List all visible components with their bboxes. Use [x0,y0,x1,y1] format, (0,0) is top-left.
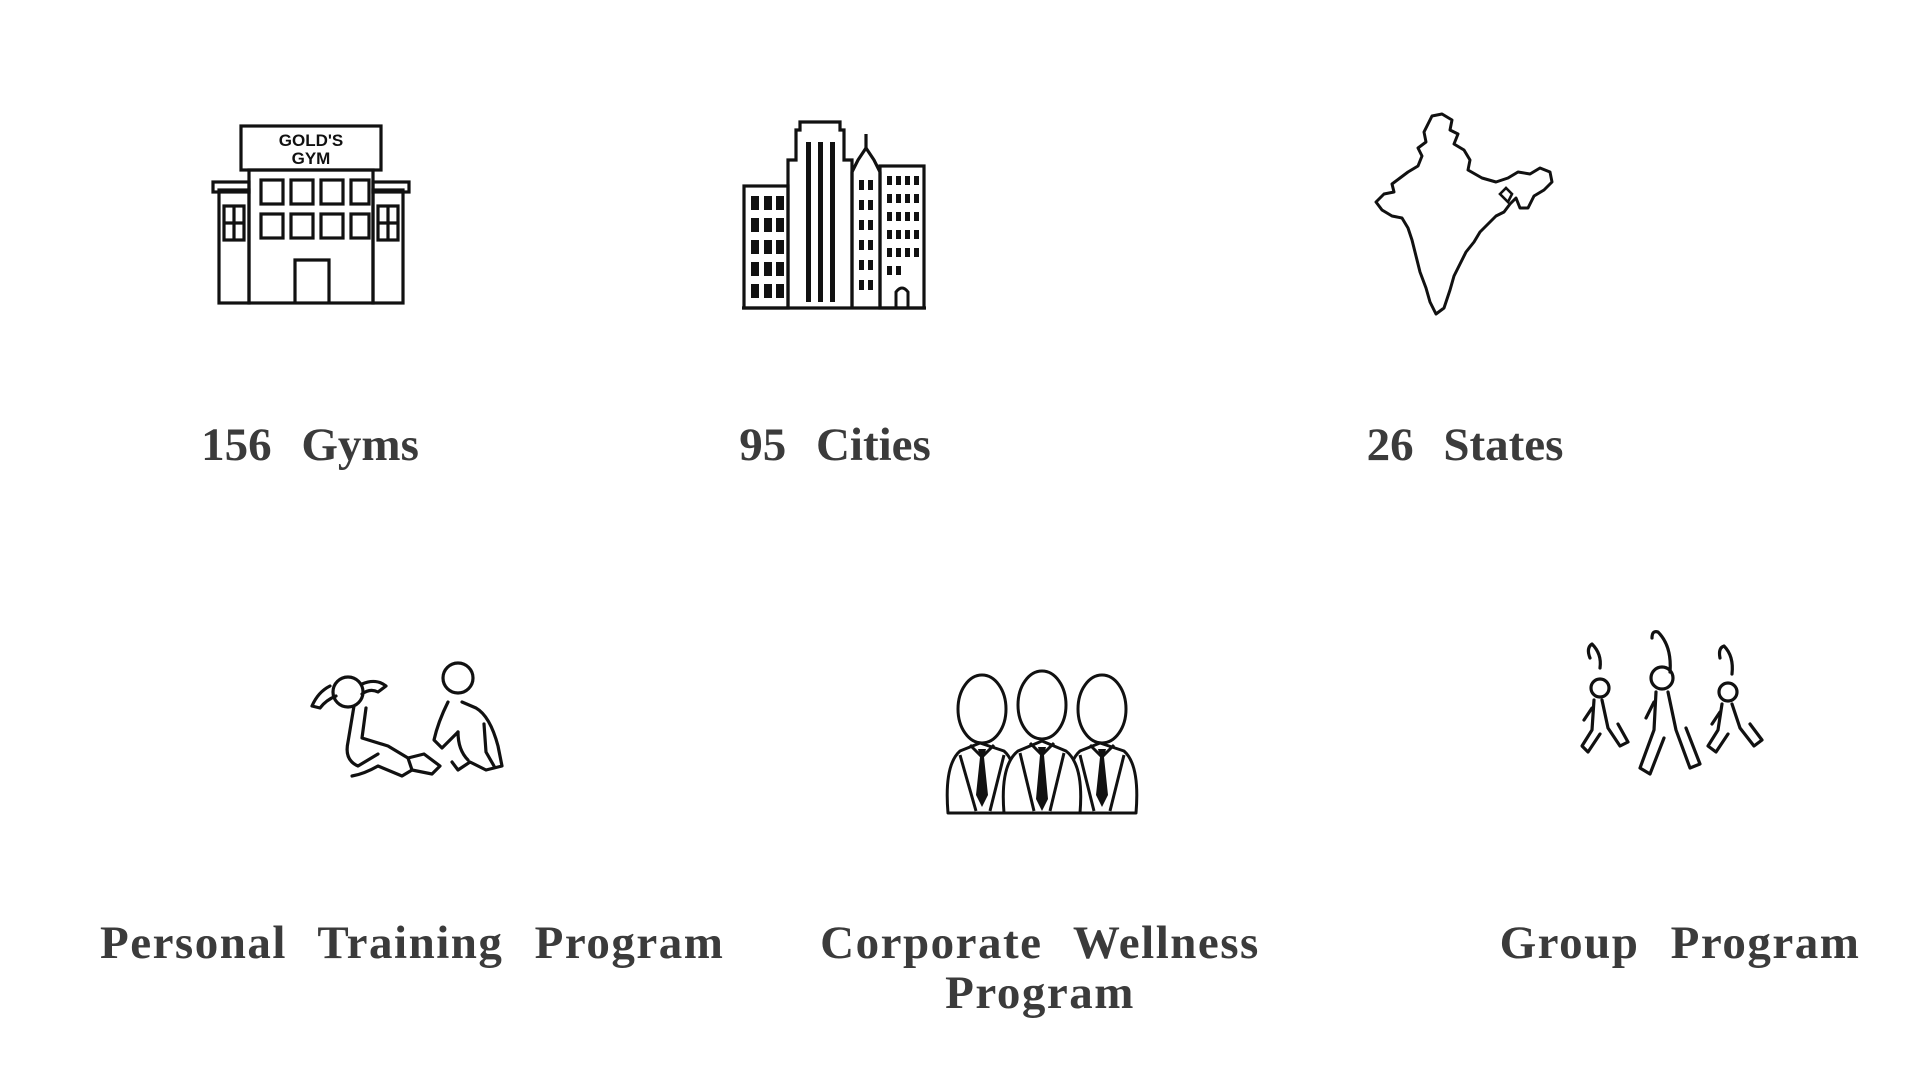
gym-building-icon: GOLD'S GYM [205,120,415,305]
program-group: Group Program [1480,918,1880,968]
stat-cities-label: Cities [815,419,931,471]
stat-cities: 95 Cities [685,420,985,470]
program-corporate-wellness: Corporate Wellness Program [790,918,1290,1018]
stat-states-value: 26 [1366,419,1414,471]
personal-training-icon [308,661,518,792]
program-personal-training-label: Personal Training Program [100,917,725,969]
city-skyline-icon [740,120,930,310]
program-group-label: Group Program [1499,917,1861,969]
stat-gyms-label: Gyms [301,419,419,471]
group-exercise-icon [1578,628,1768,796]
india-map-icon [1372,112,1557,317]
stat-gyms-value: 156 [201,419,272,471]
stat-states-label: States [1443,419,1564,471]
gym-sign-line2: GYM [292,149,331,168]
stat-states: 26 States [1315,420,1615,470]
corporate-team-icon [940,665,1145,815]
program-personal-training: Personal Training Program [100,918,723,968]
gym-sign-line1: GOLD'S [279,131,344,150]
program-corporate-wellness-label: Corporate Wellness Program [820,917,1260,1019]
stat-cities-value: 95 [739,419,787,471]
stat-gyms: 156 Gyms [160,420,460,470]
